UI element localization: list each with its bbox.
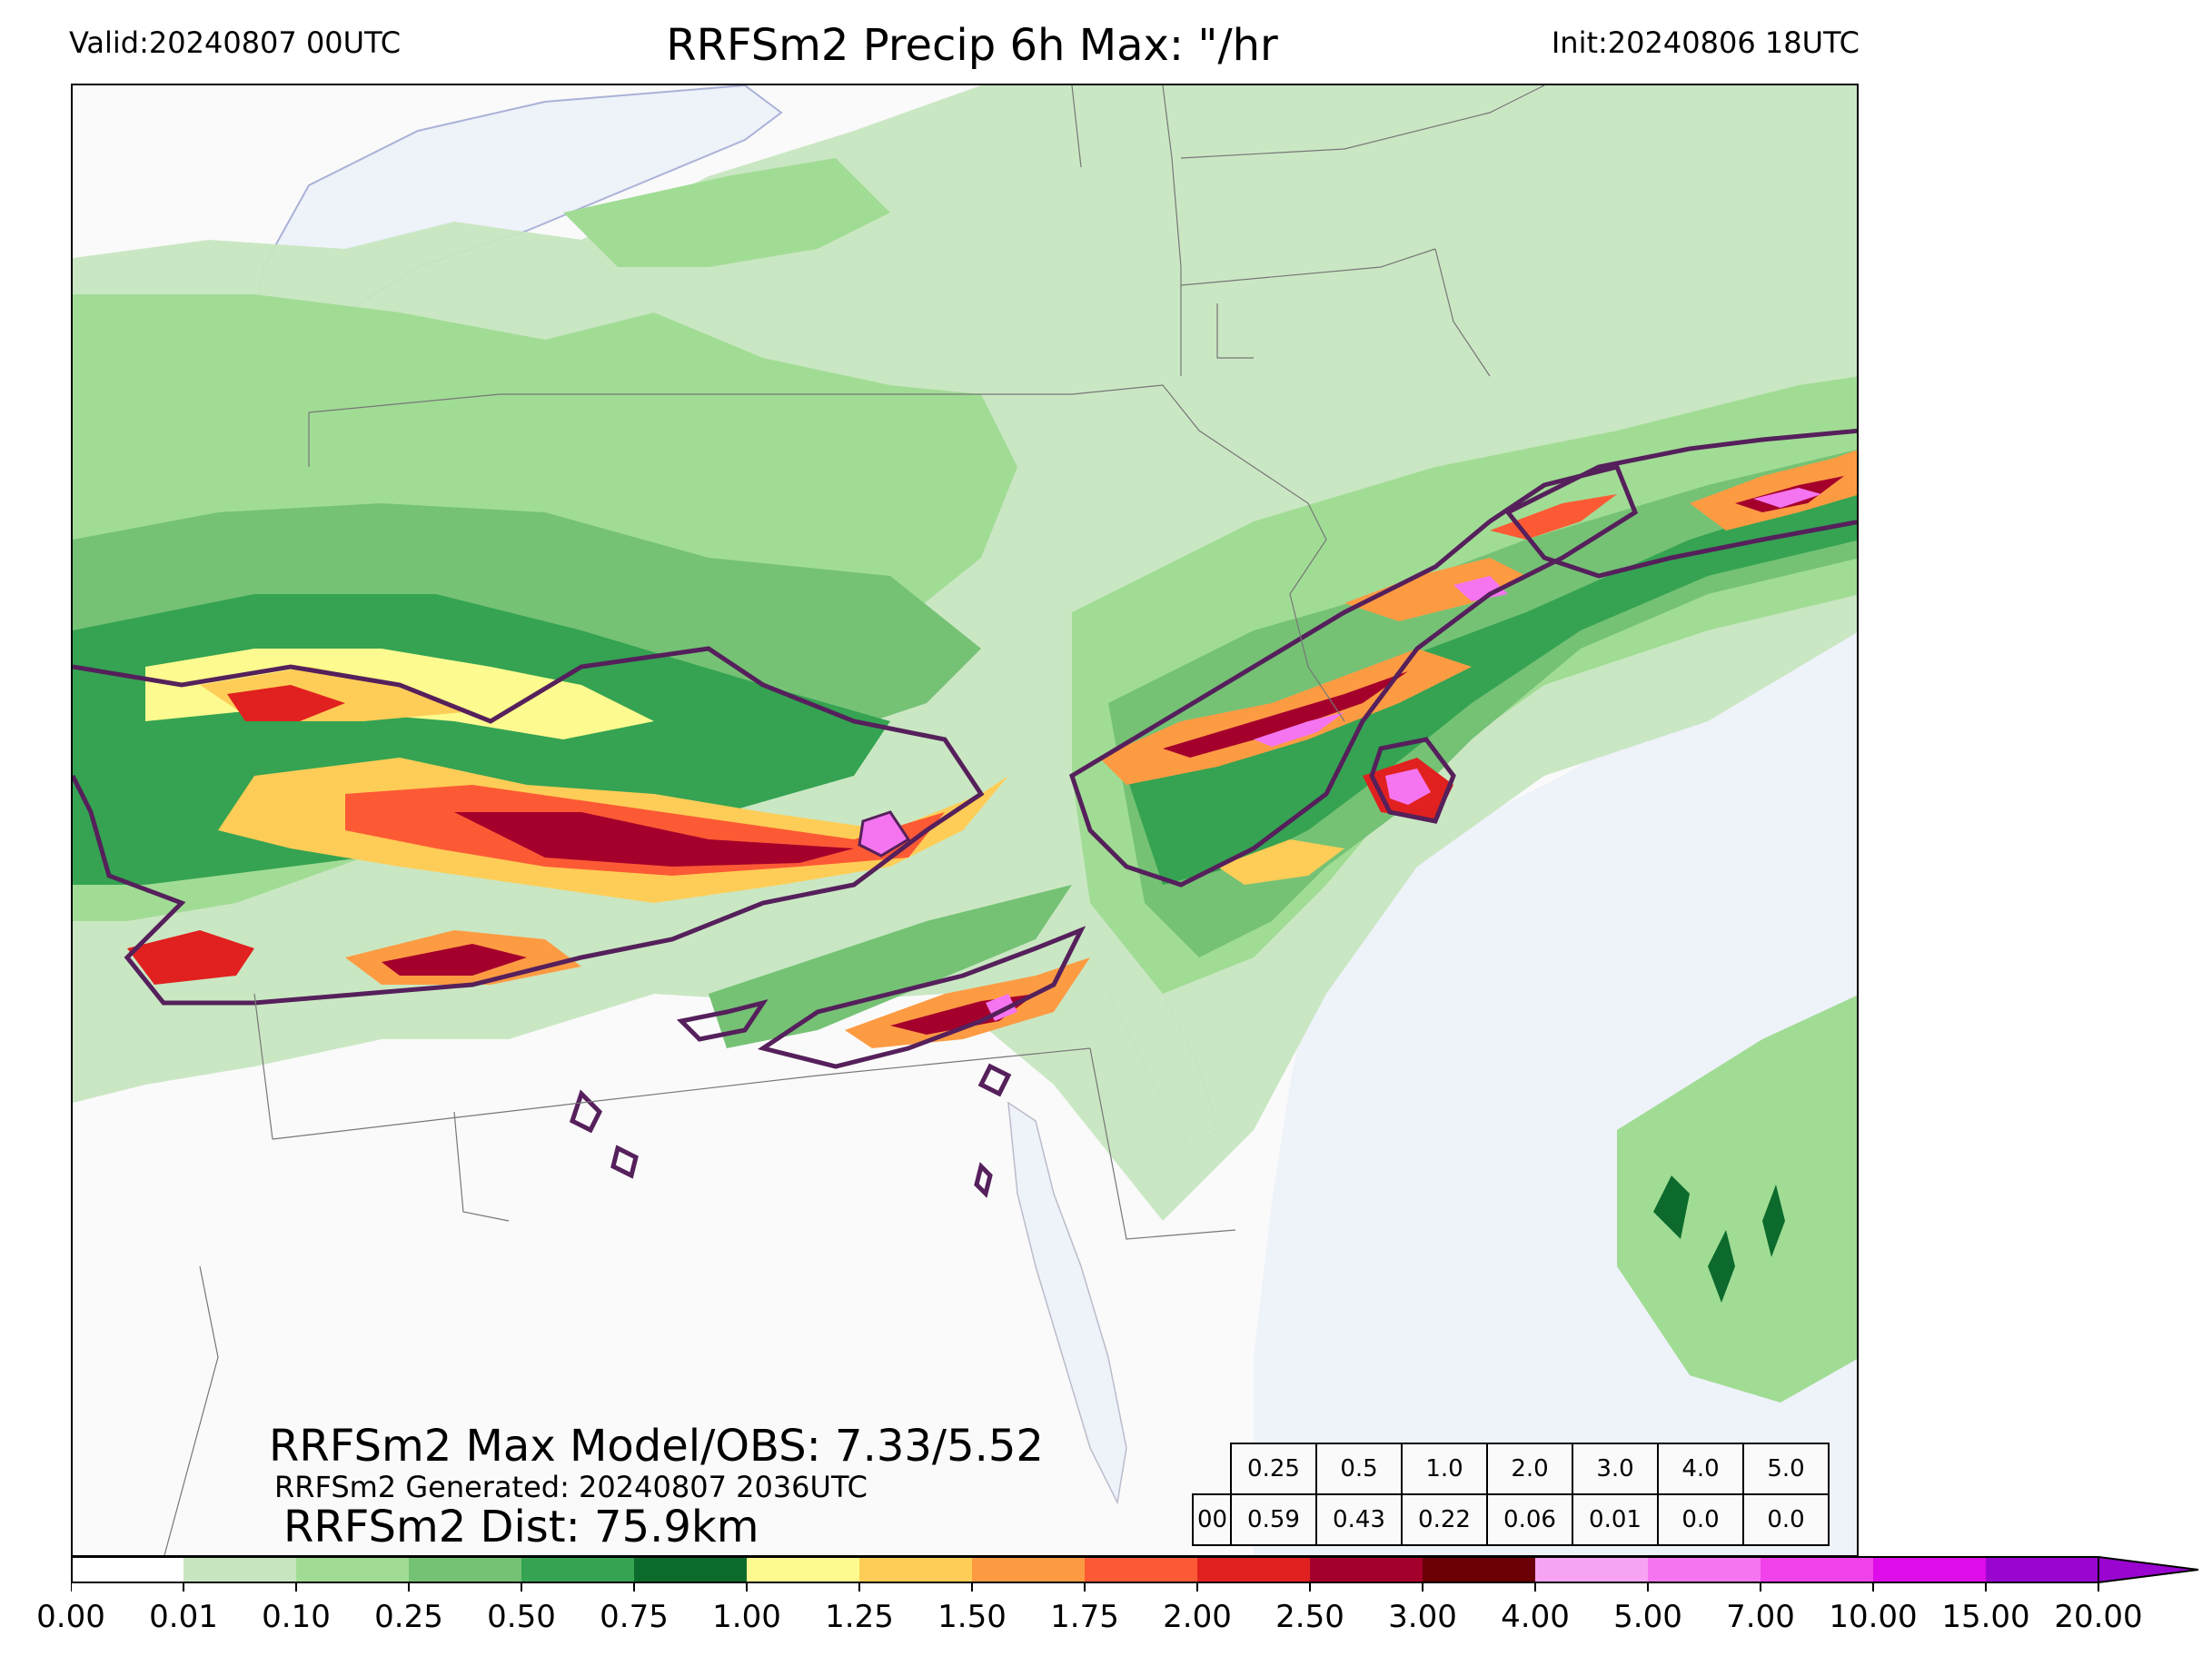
threshold-header-row: 0.25 0.5 1.0 2.0 3.0 4.0 5.0 [1193,1443,1830,1495]
colorbar-segment [1873,1557,1987,1582]
threshold-cell: 0.5 [1315,1443,1403,1495]
colorbar-segment [71,1557,184,1582]
colorbar-tick-label: 0.75 [600,1599,669,1635]
colorbar-segment [1648,1557,1761,1582]
colorbar-segment [1310,1557,1423,1582]
colorbar-segment [1535,1557,1649,1582]
colorbar [71,1555,2199,1592]
colorbar-tick-label: 20.00 [2054,1599,2143,1635]
colorbar-tick-label: 3.00 [1388,1599,1457,1635]
colorbar-segment [1986,1557,2099,1582]
value-cell: 0.01 [1572,1493,1659,1546]
colorbar-tick-label: 0.50 [487,1599,556,1635]
colorbar-tick-label: 1.25 [825,1599,894,1635]
init-time: Init:20240806 18UTC [1551,25,1860,60]
colorbar-segment [747,1557,860,1582]
distance-label: RRFSm2 Dist: 75.9km [283,1502,759,1552]
table-corner [1193,1443,1231,1494]
colorbar-segment [1761,1557,1874,1582]
colorbar-segment [859,1557,973,1582]
obs-contours [73,428,1857,1198]
value-cell: 0.59 [1230,1493,1317,1546]
colorbar-segment [634,1557,748,1582]
precip-map [71,84,1859,1557]
threshold-cell: 4.0 [1657,1443,1744,1495]
threshold-cell: 3.0 [1572,1443,1659,1495]
colorbar-tick-label: 10.00 [1829,1599,1918,1635]
valid-time: Valid:20240807 00UTC [69,25,402,60]
value-cell: 0.43 [1315,1493,1403,1546]
colorbar-segment [409,1557,522,1582]
threshold-cell: 0.25 [1230,1443,1317,1495]
colorbar-segment [1085,1557,1198,1582]
threshold-value-row: 00 0.59 0.43 0.22 0.06 0.01 0.0 0.0 [1192,1493,1830,1546]
colorbar-tick-label: 1.00 [712,1599,781,1635]
chesapeake-bay [1007,1101,1127,1505]
threshold-table: 0.25 0.5 1.0 2.0 3.0 4.0 5.0 00 0.59 0.4… [1192,1443,1830,1546]
colorbar-segment [296,1557,410,1582]
row-label: 00 [1192,1493,1232,1546]
threshold-cell: 5.0 [1742,1443,1830,1495]
value-cell: 0.0 [1657,1493,1744,1546]
colorbar-tick-label: 15.00 [1941,1599,2030,1635]
colorbar-segment [184,1557,297,1582]
value-cell: 0.06 [1486,1493,1573,1546]
colorbar-tick-label: 2.00 [1163,1599,1232,1635]
colorbar-tick-label: 1.75 [1050,1599,1119,1635]
value-cell: 0.22 [1401,1493,1488,1546]
colorbar-tick-label: 0.01 [149,1599,218,1635]
colorbar-segment [1423,1557,1536,1582]
colorbar-segment [1197,1557,1311,1582]
colorbar-segment [521,1557,635,1582]
colorbar-tick-label: 0.10 [262,1599,331,1635]
generated-time-label: RRFSm2 Generated: 20240807 2036UTC [274,1470,868,1504]
state-boundaries [164,85,1545,1555]
colorbar-tick-label: 0.25 [374,1599,443,1635]
chart-title: RRFSm2 Precip 6h Max: "/hr [666,20,1278,71]
colorbar-tick-label: 0.00 [36,1599,105,1635]
threshold-cell: 1.0 [1401,1443,1488,1495]
colorbar-tick-label: 5.00 [1613,1599,1682,1635]
colorbar-extend-arrow [2098,1555,2199,1584]
value-cell: 0.0 [1742,1493,1830,1546]
colorbar-tick-label: 2.50 [1275,1599,1344,1635]
max-model-obs-label: RRFSm2 Max Model/OBS: 7.33/5.52 [269,1421,1044,1472]
colorbar-tick-label: 7.00 [1726,1599,1795,1635]
colorbar-tick-label: 1.50 [937,1599,1007,1635]
map-canvas [73,85,1857,1555]
colorbar-segment [972,1557,1086,1582]
threshold-cell: 2.0 [1486,1443,1573,1495]
colorbar-tick-label: 4.00 [1501,1599,1570,1635]
